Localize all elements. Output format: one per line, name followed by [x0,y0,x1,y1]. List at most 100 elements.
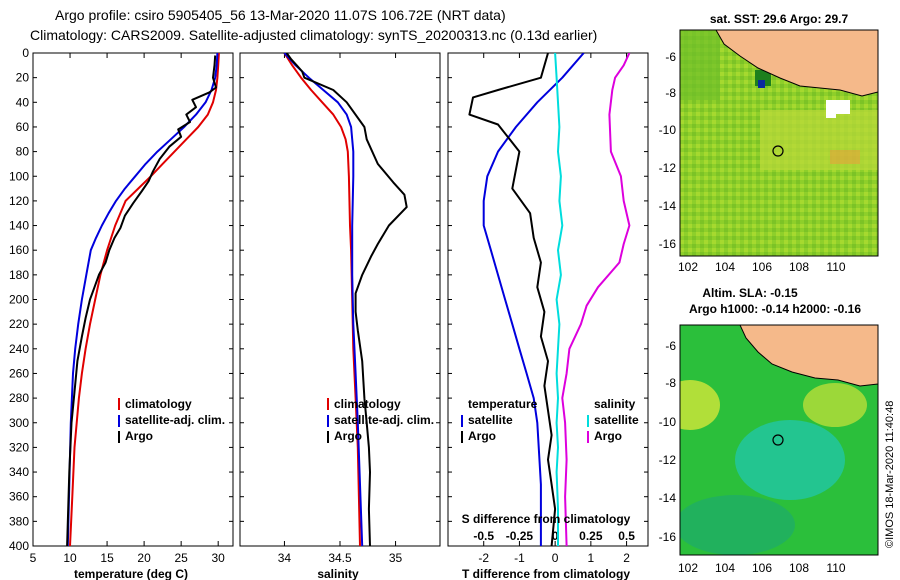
temperature-legend: climatology satellite-adj. clim. Argo [118,397,225,443]
argo-float-marker [772,145,784,157]
sst-map [680,30,878,256]
x-tick-label: -1 [514,551,525,565]
sst-cloud-mask [826,100,850,118]
depth-tick-label: 100 [9,169,29,183]
lat-tick-label: -10 [659,415,677,429]
lat-tick-label: -16 [659,530,677,544]
lon-tick-label: 104 [715,260,735,274]
x2-tick-label: 0.25 [579,529,603,543]
temperature-axis-label: temperature (deg C) [74,567,188,580]
depth-tick-label: 180 [9,268,29,282]
legend-label-satellite: satellite-adj. clim. [125,413,225,427]
lat-tick-label: -16 [659,237,677,251]
lon-tick-label: 110 [826,561,845,575]
difference-plot-frame [447,52,649,547]
depth-tick-label: 260 [9,366,29,380]
lat-tick-label: -10 [659,123,677,137]
sla-map-title-1: Altim. SLA: -0.15 [702,286,798,300]
legend-label-satellite: satellite-adj. clim. [334,413,434,427]
x-tick-label: 30 [212,551,226,565]
sla-lat-ticks: -6 -8 -10 -12 -14 -16 [659,339,677,544]
legend-title-salinity: salinity [594,397,636,411]
x-tick-label: 1 [588,551,595,565]
x-tick-label: 2 [623,551,630,565]
sst-lon-ticks: 102 104 106 108 110 [678,260,846,274]
legend-label-climatology: climatology [334,397,401,411]
lat-tick-label: -14 [659,199,677,213]
depth-tick-label: 200 [9,293,29,307]
salinity-legend: climatology satellite-adj. clim. Argo [327,397,434,443]
depth-tick-label: 360 [9,490,29,504]
sla-anomaly-cyan [735,420,845,500]
salinity-line-climatology [283,53,361,546]
lon-tick-label: 104 [715,561,735,575]
sst-cool-patch [680,30,720,100]
lat-tick-label: -12 [659,161,677,175]
legend-label-t-argo: Argo [468,429,496,443]
x-tick-label: 34 [278,551,292,565]
salinity-series-group [283,53,408,546]
legend-title-temperature: temperature [468,397,538,411]
difference-line-t-argo [468,53,557,546]
depth-tick-label: 140 [9,219,29,233]
s-difference-axis-label: S difference from climatology [462,512,631,526]
x-tick-label: 5 [30,551,37,565]
sla-anomaly-teal [680,495,795,555]
lat-tick-label: -6 [665,50,676,64]
x2-tick-label: -0.25 [506,529,534,543]
legend-label-s-satellite: satellite [594,413,639,427]
title-line-2: Climatology: CARS2009. Satellite-adjuste… [30,27,597,43]
lon-tick-label: 108 [789,561,809,575]
depth-tick-label: 380 [9,514,29,528]
temperature-line-satellite [66,53,219,546]
sst-lat-ticks: -6 -8 -10 -12 -14 -16 [659,50,677,251]
sla-map-title-2: Argo h1000: -0.14 h2000: -0.16 [689,302,861,316]
java-land [715,30,878,97]
java-land [739,325,878,387]
salinity-line-argo [285,53,408,546]
sla-anomaly-yellow [680,380,720,430]
difference-series-group [468,53,631,546]
sla-lon-ticks: 102 104 106 108 110 [678,561,846,575]
difference-line-s-satellite [554,53,564,546]
depth-tick-label: 80 [16,145,30,159]
difference-line-t-satellite [482,53,585,546]
x2-tick-label: 0 [552,529,559,543]
legend-label-climatology: climatology [125,397,192,411]
depth-tick-label: 120 [9,194,29,208]
temperature-line-climatology [69,53,220,546]
x-tick-label: 20 [137,551,151,565]
depth-tick-label: 240 [9,342,29,356]
sla-anomaly-yellow [803,383,867,427]
depth-tick-label: 280 [9,391,29,405]
lat-tick-label: -8 [665,376,676,390]
x-tick-label: -2 [478,551,489,565]
depth-tick-label: 320 [9,440,29,454]
lat-tick-label: -14 [659,491,677,505]
lon-tick-label: 110 [826,260,845,274]
depth-tick-label: 60 [16,120,30,134]
axis-ticks: 0204060801001201401601802002202402602803… [9,46,648,565]
salinity-line-satellite [283,53,364,546]
legend-label-argo: Argo [125,429,153,443]
depth-tick-label: 300 [9,416,29,430]
sla-map-frame [679,324,879,556]
lat-tick-label: -8 [665,86,676,100]
difference-line-s-argo [561,53,631,546]
depth-tick-label: 220 [9,317,29,331]
depth-tick-label: 40 [16,95,30,109]
difference-legend: temperature satellite Argo salinity sate… [461,397,639,443]
x-tick-label: 35 [389,551,403,565]
x-tick-label: 0 [552,551,559,565]
depth-tick-label: 160 [9,243,29,257]
x2-tick-label: 0.5 [618,529,635,543]
temperature-plot-frame [32,52,234,547]
title-line-1: Argo profile: csiro 5905405_56 13-Mar-20… [55,7,506,23]
temperature-series-group [66,53,220,546]
lon-tick-label: 102 [678,260,698,274]
lon-tick-label: 106 [752,561,772,575]
x2-tick-label: -0.5 [473,529,494,543]
lon-tick-label: 102 [678,561,698,575]
lon-tick-label: 108 [789,260,809,274]
